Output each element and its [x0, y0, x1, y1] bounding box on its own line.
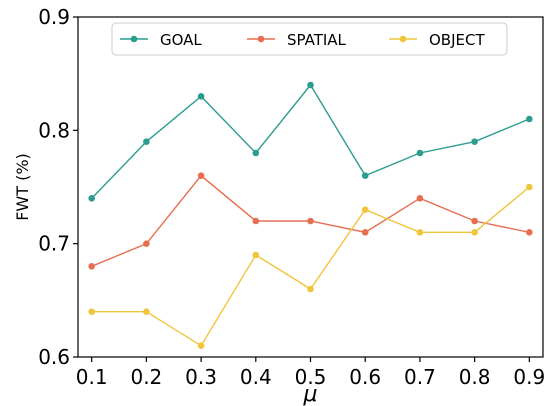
x-tick-label: 0.6: [349, 365, 381, 389]
series-goal: [88, 81, 533, 202]
data-point-object: [361, 206, 369, 213]
data-point-object: [88, 308, 95, 315]
data-point-spatial: [471, 217, 478, 225]
data-point-object: [307, 285, 314, 293]
y-axis: 0.6 0.7 0.8 0.9: [38, 5, 78, 369]
data-point-object: [143, 308, 150, 315]
x-tick-label: 0.8: [459, 365, 491, 389]
data-point-object: [526, 183, 533, 191]
x-tick-label: 0.3: [185, 365, 217, 389]
x-tick-label: 0.4: [240, 365, 272, 389]
legend-entry-goal: GOAL: [120, 31, 202, 49]
data-point-goal: [361, 172, 369, 179]
x-tick-label: 0.2: [130, 365, 162, 389]
data-point-object: [252, 251, 260, 259]
series-layer: [88, 81, 533, 349]
series-line-goal: [91, 83, 530, 199]
data-point-goal: [526, 115, 533, 123]
data-point-spatial: [416, 195, 424, 202]
legend-marker: [257, 35, 265, 43]
series-object: [88, 183, 533, 349]
y-tick-label: 0.7: [38, 232, 70, 256]
legend: GOAL SPATIAL OBJECT: [111, 22, 508, 56]
data-point-spatial: [252, 217, 260, 225]
plot-frame: [77, 16, 544, 358]
data-point-spatial: [88, 263, 95, 270]
data-point-goal: [88, 195, 95, 202]
y-tick-label: 0.8: [38, 118, 70, 142]
data-point-spatial: [361, 229, 369, 236]
data-point-spatial: [307, 217, 314, 225]
series-spatial: [88, 172, 533, 270]
data-point-goal: [416, 149, 424, 157]
legend-box: [111, 22, 508, 56]
legend-label: SPATIAL: [287, 31, 347, 49]
y-tick-label: 0.6: [38, 345, 70, 369]
y-axis-label: FWT (%): [13, 153, 32, 221]
legend-entry-object: OBJECT: [389, 31, 485, 49]
legend-marker: [130, 35, 138, 43]
data-point-goal: [252, 149, 260, 157]
legend-label: GOAL: [160, 31, 202, 49]
data-point-goal: [471, 138, 478, 145]
data-point-goal: [307, 81, 314, 89]
x-axis-label: μ: [303, 382, 318, 406]
y-tick-label: 0.9: [38, 5, 70, 29]
legend-entry-spatial: SPATIAL: [247, 31, 347, 49]
x-axis: 0.1 0.2 0.3 0.4 0.5 0.6 0.7 0.8 0.9: [76, 357, 545, 389]
data-point-spatial: [197, 172, 205, 179]
data-point-object: [197, 342, 205, 349]
legend-label: OBJECT: [429, 31, 485, 49]
x-tick-label: 0.7: [404, 365, 436, 389]
x-tick-label: 0.9: [513, 365, 545, 389]
series-line-object: [91, 186, 530, 347]
data-point-goal: [197, 93, 205, 100]
data-point-object: [471, 229, 478, 236]
legend-marker: [399, 35, 407, 43]
x-tick-label: 0.5: [295, 365, 327, 389]
data-point-spatial: [526, 229, 533, 236]
data-point-goal: [143, 138, 150, 145]
data-point-spatial: [143, 240, 150, 247]
data-point-object: [416, 229, 424, 236]
x-tick-label: 0.1: [76, 365, 108, 389]
